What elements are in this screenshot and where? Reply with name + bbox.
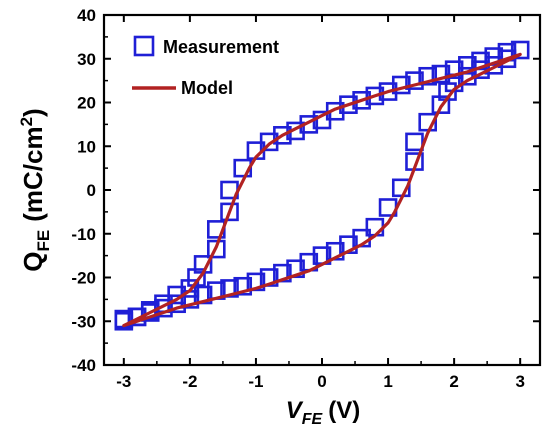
x-tick-label: -3 [116, 372, 131, 391]
measurement-point [127, 307, 147, 327]
model-line [122, 52, 522, 328]
y-tick-label: 30 [77, 50, 96, 69]
y-tick-label: -40 [71, 356, 96, 375]
y-tick-label: 40 [77, 6, 96, 25]
measurement-point [259, 132, 279, 152]
measurement-point [273, 126, 292, 145]
x-axis-title: VFE (V) [286, 397, 360, 428]
y-tick-label: 0 [87, 181, 96, 200]
legend-marker-measurement [133, 35, 155, 57]
axis-ticks [104, 14, 540, 366]
x-tick-label: 0 [317, 372, 326, 391]
x-tick-label: 3 [515, 372, 524, 391]
y-tick-label: -20 [71, 269, 96, 288]
measurement-point [140, 303, 160, 322]
y-tick-label: -10 [71, 225, 96, 244]
measurement-point [207, 239, 226, 259]
plot-data-layer [114, 40, 530, 331]
measurement-point [220, 202, 239, 222]
x-tick-label: -2 [182, 372, 197, 391]
x-tick-label: 1 [383, 372, 392, 391]
y-axis-title: QFE(mC/cm2) [17, 108, 53, 271]
measurement-point [352, 91, 371, 110]
measurement-point [405, 71, 424, 90]
measurement-point [233, 276, 253, 296]
measurement-point [444, 60, 464, 79]
measurement-point [339, 95, 358, 114]
x-tick-label: 2 [449, 372, 458, 391]
measurement-point [365, 86, 385, 106]
x-tick-label: -1 [248, 372, 263, 391]
measurement-point [418, 66, 437, 86]
measurement-point [187, 268, 206, 287]
measurement-point [180, 279, 200, 298]
legend-label-measurement: Measurement [163, 37, 279, 57]
y-tick-label: 20 [77, 94, 96, 113]
measurement-point [405, 132, 424, 152]
y-tick-label: -30 [71, 312, 96, 331]
y-tick-label: 10 [77, 137, 96, 156]
measurement-point [378, 82, 398, 101]
legend: Measurement Model [132, 35, 279, 98]
measurement-point [431, 95, 451, 114]
legend-label-model: Model [181, 78, 233, 98]
